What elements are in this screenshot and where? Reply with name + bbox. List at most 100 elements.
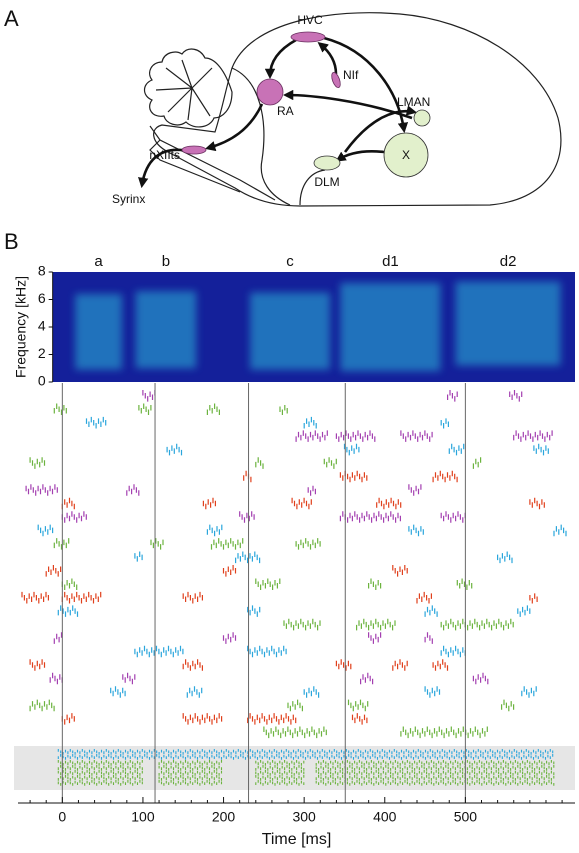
arrow-dlm-lman [343,105,418,153]
spike-burst [347,699,369,712]
spike-burst [235,551,261,564]
spike-burst [25,484,58,496]
spike-burst [307,485,316,496]
spike-burst [400,726,488,739]
spike-burst [61,578,78,590]
x-tick-label: 500 [454,809,478,825]
arrow-ra-nxiits [204,103,264,152]
y-tick-label: 8 [38,263,46,279]
brainstem [149,125,276,201]
y-axis-label: Frequency [kHz] [13,276,29,378]
spike-burst [210,538,244,550]
spike-burst [529,497,545,510]
spike-burst [509,390,523,402]
syllable-label: b [162,253,170,270]
spike-burst [134,551,143,562]
spike-burst [53,403,67,415]
spike-burst [513,430,553,442]
population-spikes [57,760,143,786]
spike-burst [287,699,303,712]
spike-burst [400,430,433,442]
spike-burst [432,470,458,483]
spike-burst [142,390,156,402]
nucleus-hvc [290,31,326,43]
population-spikes [315,760,555,786]
spike-burst [206,403,220,415]
label-syrinx: Syrinx [112,192,145,206]
spike-burst [255,578,281,590]
spike-burst [247,605,261,617]
nucleus-nxiits [181,145,207,155]
panel-label: B [4,229,19,254]
spike-burst [61,591,102,604]
spike-burst [134,645,184,658]
label-ra: RA [277,104,294,118]
nucleus-dlm [313,155,341,171]
spike-burst [339,511,401,523]
x-tick-label: 200 [212,809,236,825]
cerebellum [143,48,233,128]
label-nxiits: nXIIts [149,148,180,162]
spike-burst [339,470,368,483]
label-nif: NIf [343,68,359,82]
spike-burst [392,565,408,577]
spike-burst [21,591,49,604]
spike-burst [138,403,152,415]
spike-burst [376,497,402,510]
spike-burst [279,405,288,415]
x-tick-label: 100 [131,809,155,825]
y-tick-label: 4 [38,318,46,334]
panel-label: A [4,6,19,31]
spike-burst [122,672,136,685]
spike-burst [49,672,63,685]
spike-burst [85,416,107,429]
spike-burst [126,484,140,496]
panel-b: a b c d1 d2 0 2 4 6 8 Frequency [kHz] 0 100 200 300 400… [13,253,575,848]
population-spikes [158,760,223,786]
brain-outline [153,12,562,207]
nucleus-x [383,132,429,178]
spike-burst [303,416,317,429]
spike-burst [368,578,382,590]
cerebellum-folia [155,59,213,121]
syllable-glow [340,283,441,371]
spike-burst [497,551,513,564]
spike-burst [323,457,337,469]
spike-burst [263,726,327,739]
spike-burst [243,470,252,483]
spike-burst [295,538,321,550]
spike-burst [553,524,567,537]
spike-burst [222,632,237,644]
spike-burst [472,672,489,685]
inner-contour [231,67,326,206]
syllable-label: d2 [500,253,517,270]
arrow-lman-ra [282,89,413,120]
nucleus-lman [413,109,431,127]
syllable-label: c [286,253,294,270]
spike-burst [247,645,287,658]
spike-burst [456,578,473,590]
y-tick-label: 2 [38,345,46,361]
spike-burst [303,686,320,698]
spike-burst [408,484,422,496]
arrow-hvc-ra [264,38,297,80]
spike-burst [392,659,408,671]
nucleus-ra [256,78,284,106]
spike-burst [360,672,374,685]
spike-burst [283,618,321,631]
spike-burst [45,565,62,577]
nucleus-nif [331,71,341,89]
spike-burst [356,618,396,631]
spike-burst [335,659,352,671]
spike-burst [202,497,216,510]
spike-burst [472,457,482,469]
spike-burst [440,418,449,429]
spike-burst [37,524,54,537]
arrow-hvc-x [323,36,409,134]
spike-burst [432,659,449,671]
spike-burst [295,430,328,442]
x-axis-label: Time [ms] [262,831,332,848]
spike-burst [29,457,46,469]
spike-burst [61,497,75,510]
spectrogram [75,279,561,373]
